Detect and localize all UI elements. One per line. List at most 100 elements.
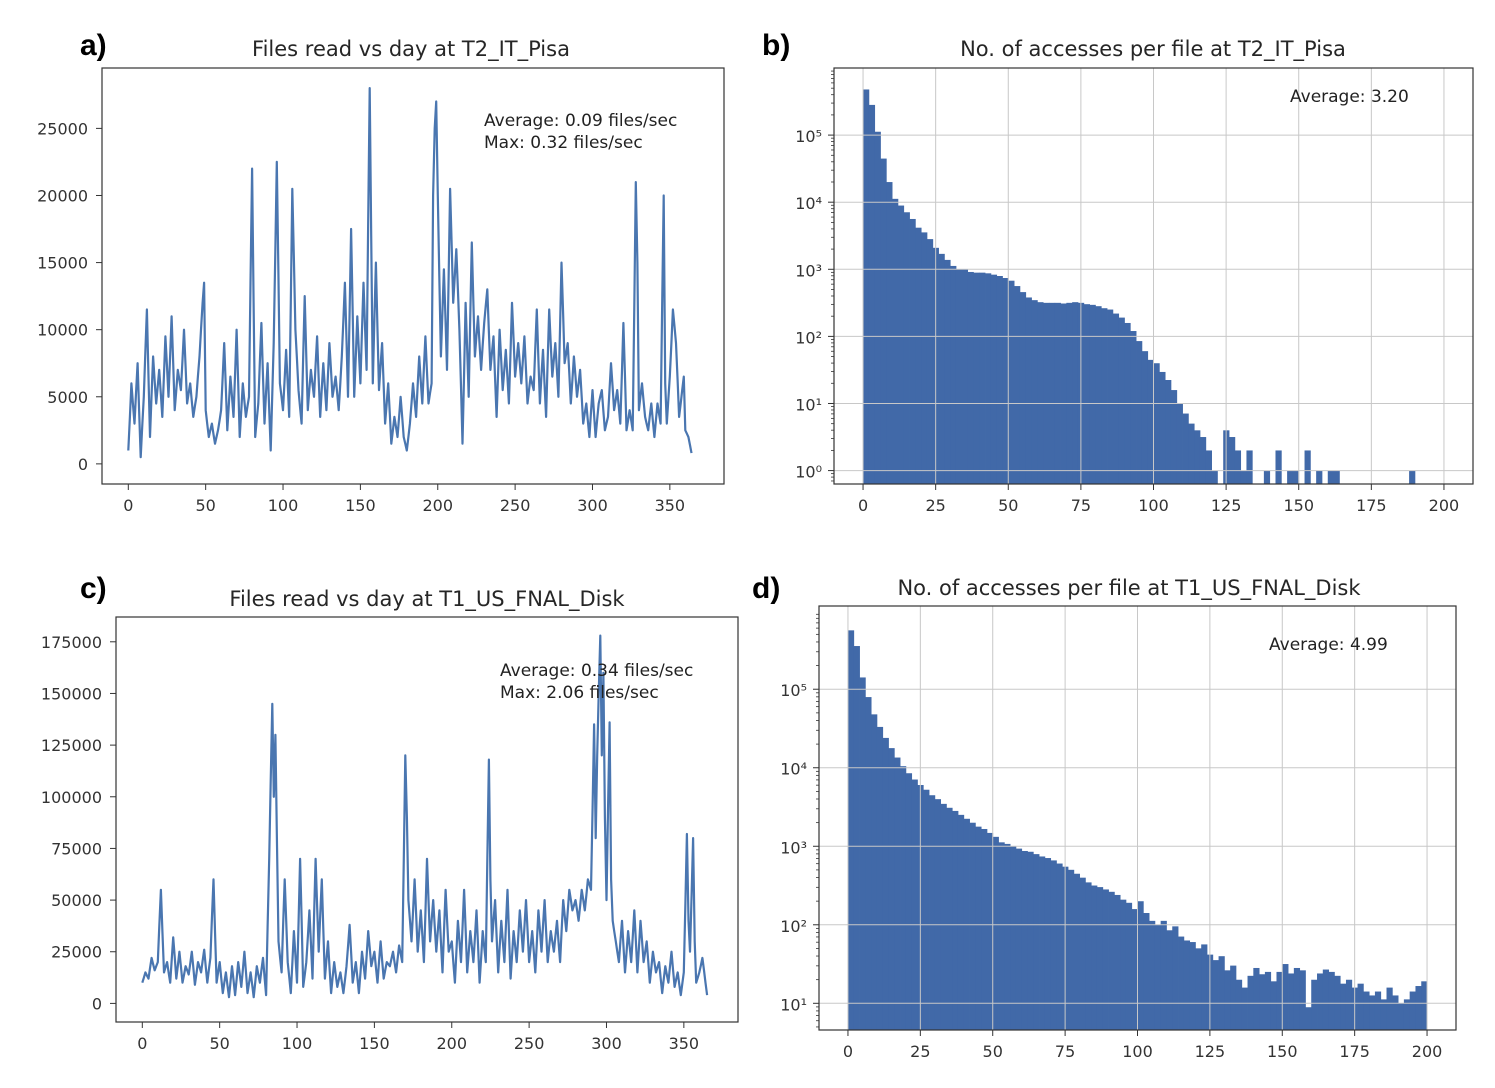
histogram-bar bbox=[1282, 964, 1289, 1030]
histogram-bar bbox=[865, 697, 872, 1030]
y-tick-label: 125000 bbox=[41, 736, 102, 755]
histogram-bar bbox=[1357, 983, 1364, 1030]
y-tick-label: 10⁰ bbox=[795, 463, 822, 482]
x-tick-label: 300 bbox=[591, 1034, 622, 1053]
histogram-bar bbox=[1154, 924, 1162, 1030]
histogram-bar bbox=[923, 789, 930, 1030]
histogram-bar bbox=[961, 269, 969, 484]
histogram-bar bbox=[1369, 995, 1376, 1030]
histogram-bar bbox=[1189, 942, 1196, 1030]
histogram-bar bbox=[1380, 999, 1387, 1030]
x-tick-label: 200 bbox=[1412, 1042, 1443, 1061]
x-tick-label: 50 bbox=[209, 1034, 229, 1053]
x-tick-label: 100 bbox=[282, 1034, 313, 1053]
histogram-bar bbox=[1025, 297, 1032, 484]
histogram-bar bbox=[1199, 437, 1207, 484]
chart-panel-d: d) No. of accesses per file at T1_US_FNAL… bbox=[752, 572, 1457, 1061]
histogram-bar bbox=[979, 272, 986, 484]
histogram-bar bbox=[1130, 331, 1137, 484]
histogram-bar bbox=[1160, 920, 1167, 1030]
histogram-bar bbox=[1101, 308, 1108, 484]
histogram-bar bbox=[1095, 306, 1102, 484]
histogram-bar bbox=[1287, 470, 1294, 484]
histogram-bar bbox=[929, 795, 936, 1030]
x-tick-label: 0 bbox=[843, 1042, 853, 1061]
histogram-bar bbox=[1275, 450, 1282, 484]
histogram-bar bbox=[1224, 970, 1231, 1030]
histogram-bar bbox=[905, 773, 913, 1030]
x-tick-label: 150 bbox=[1283, 496, 1314, 515]
histogram-bar bbox=[1165, 380, 1172, 484]
histogram-bar bbox=[1147, 359, 1154, 484]
histogram-bar bbox=[1246, 450, 1253, 484]
histogram-bar bbox=[1091, 885, 1098, 1030]
y-tick-label: 25000 bbox=[37, 119, 88, 138]
histogram-bar bbox=[1421, 981, 1428, 1030]
histogram-bar bbox=[1008, 280, 1015, 484]
x-tick-label: 0 bbox=[858, 496, 868, 515]
histogram-bar bbox=[880, 158, 887, 484]
x-tick-label: 0 bbox=[123, 496, 133, 515]
histogram-bar bbox=[900, 766, 907, 1030]
histogram-bar bbox=[1240, 470, 1247, 484]
x-tick-label: 200 bbox=[422, 496, 453, 515]
series-line bbox=[141, 634, 709, 999]
histogram-bar bbox=[909, 218, 916, 484]
histogram-bar bbox=[1060, 303, 1067, 484]
histogram-bar bbox=[863, 89, 870, 484]
histogram-bar bbox=[1311, 979, 1318, 1030]
histogram-bar bbox=[1212, 960, 1219, 1030]
histogram-bar bbox=[1015, 848, 1023, 1030]
annotation-text: Average: 4.99 bbox=[1269, 635, 1388, 655]
histogram-bar bbox=[1021, 850, 1028, 1030]
histogram-bar bbox=[1089, 304, 1096, 484]
histogram-bar bbox=[986, 832, 994, 1030]
histogram-bar bbox=[1317, 973, 1324, 1030]
y-tick-label: 175000 bbox=[41, 633, 102, 652]
histogram-bar bbox=[1386, 987, 1393, 1030]
histogram-bar bbox=[1230, 965, 1237, 1030]
x-tick-label: 0 bbox=[137, 1034, 147, 1053]
y-tick-label: 10² bbox=[780, 917, 807, 936]
histogram-bar bbox=[1403, 999, 1411, 1030]
histogram-bar bbox=[1073, 873, 1080, 1030]
chart-title: Files read vs day at T2_IT_Pisa bbox=[252, 37, 570, 62]
histogram-bar bbox=[1235, 979, 1243, 1030]
x-tick-label: 150 bbox=[345, 496, 376, 515]
histogram-bar bbox=[952, 810, 959, 1030]
histogram-bar bbox=[1044, 858, 1052, 1030]
histogram-bar bbox=[886, 182, 893, 484]
histogram-bar bbox=[894, 757, 901, 1030]
histogram-bar bbox=[1316, 470, 1323, 484]
histogram-bar bbox=[921, 232, 928, 484]
histogram-bar bbox=[1010, 846, 1017, 1030]
x-tick-label: 100 bbox=[1138, 496, 1169, 515]
histogram-bar bbox=[1096, 887, 1104, 1030]
x-tick-label: 50 bbox=[998, 496, 1018, 515]
histogram-bar bbox=[1218, 956, 1225, 1030]
histogram-bar bbox=[859, 677, 866, 1030]
histogram-bar bbox=[1211, 470, 1218, 484]
y-tick-label: 0 bbox=[78, 455, 88, 474]
x-tick-label: 100 bbox=[1122, 1042, 1153, 1061]
annotation-text: Max: 2.06 files/sec bbox=[500, 683, 659, 703]
histogram-bar bbox=[1340, 983, 1347, 1030]
series-line bbox=[127, 86, 693, 459]
histogram-bar bbox=[1054, 302, 1061, 484]
y-tick-label: 10⁵ bbox=[780, 681, 807, 700]
histogram-bar bbox=[967, 271, 974, 484]
x-tick-label: 350 bbox=[669, 1034, 700, 1053]
annotation-text: Max: 0.32 files/sec bbox=[484, 133, 643, 153]
histogram-bar bbox=[975, 826, 982, 1030]
histogram-bar bbox=[1120, 899, 1127, 1030]
histogram-bar bbox=[1345, 979, 1353, 1030]
histogram-bar bbox=[1194, 430, 1201, 484]
panel-label: a) bbox=[80, 29, 107, 62]
histogram-bar bbox=[1014, 286, 1021, 484]
histogram-bar bbox=[1276, 971, 1283, 1030]
histogram-bar bbox=[1141, 351, 1149, 484]
histogram-bar bbox=[969, 822, 976, 1030]
histogram-bar bbox=[1112, 313, 1120, 484]
histogram-bar bbox=[1056, 863, 1063, 1030]
histogram-bar bbox=[1263, 470, 1271, 484]
